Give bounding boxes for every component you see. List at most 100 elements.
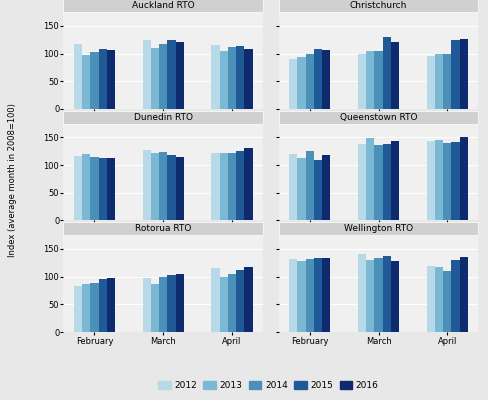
Bar <box>435 140 443 220</box>
FancyBboxPatch shape <box>279 0 478 12</box>
Bar <box>167 155 176 220</box>
Text: Queenstown RTO: Queenstown RTO <box>340 113 417 122</box>
Bar <box>220 51 228 109</box>
Bar <box>244 267 253 332</box>
Bar <box>142 40 151 109</box>
Bar <box>314 258 322 332</box>
Bar <box>151 153 159 220</box>
Bar <box>460 38 468 109</box>
Bar <box>314 49 322 109</box>
FancyBboxPatch shape <box>63 0 263 12</box>
Bar <box>451 142 460 220</box>
Text: Dunedin RTO: Dunedin RTO <box>134 113 193 122</box>
FancyBboxPatch shape <box>63 111 263 124</box>
Bar <box>74 44 82 109</box>
Bar <box>383 37 391 109</box>
Bar <box>167 40 176 109</box>
Bar <box>220 276 228 332</box>
Bar <box>211 45 220 109</box>
Bar <box>74 156 82 220</box>
Bar <box>82 284 90 332</box>
Bar <box>358 254 366 332</box>
Bar <box>228 47 236 109</box>
Bar <box>99 49 107 109</box>
Bar <box>435 267 443 332</box>
Bar <box>391 261 399 332</box>
FancyBboxPatch shape <box>63 222 263 235</box>
Bar <box>82 55 90 109</box>
Bar <box>159 152 167 220</box>
Bar <box>90 283 99 332</box>
Bar <box>305 54 314 109</box>
Bar <box>74 286 82 332</box>
Text: Christchurch: Christchurch <box>350 1 407 10</box>
Bar <box>236 46 244 109</box>
Bar <box>107 158 115 220</box>
Text: Wellington RTO: Wellington RTO <box>344 224 413 233</box>
Bar <box>211 268 220 332</box>
Bar <box>211 153 220 220</box>
Bar <box>289 59 297 109</box>
Bar <box>167 275 176 332</box>
Bar <box>228 274 236 332</box>
Bar <box>383 144 391 220</box>
Bar <box>289 154 297 220</box>
Bar <box>451 260 460 332</box>
Bar <box>391 42 399 109</box>
Bar <box>435 54 443 109</box>
FancyBboxPatch shape <box>279 222 478 235</box>
Bar <box>322 50 330 109</box>
Bar <box>220 153 228 220</box>
Bar <box>90 52 99 109</box>
Bar <box>244 148 253 220</box>
Bar <box>383 256 391 332</box>
Bar <box>427 56 435 109</box>
Bar <box>322 155 330 220</box>
Bar <box>374 258 383 332</box>
Bar <box>366 138 374 220</box>
Bar <box>322 258 330 332</box>
Bar <box>391 141 399 220</box>
Bar <box>374 51 383 109</box>
Bar <box>176 42 184 109</box>
Bar <box>176 157 184 220</box>
Bar <box>99 158 107 220</box>
Bar <box>107 50 115 109</box>
Bar <box>460 257 468 332</box>
Bar <box>366 260 374 332</box>
Bar <box>443 54 451 109</box>
Bar <box>236 151 244 220</box>
Bar <box>305 151 314 220</box>
Text: Auckland RTO: Auckland RTO <box>132 1 194 10</box>
Bar <box>443 271 451 332</box>
Bar <box>374 144 383 220</box>
Bar <box>289 259 297 332</box>
Bar <box>142 150 151 220</box>
Bar <box>151 284 159 332</box>
Bar <box>305 259 314 332</box>
Bar <box>451 40 460 109</box>
Bar <box>107 278 115 332</box>
Bar <box>236 270 244 332</box>
Bar <box>427 141 435 220</box>
Bar <box>159 44 167 109</box>
Bar <box>427 266 435 332</box>
Bar <box>99 279 107 332</box>
Bar <box>176 274 184 332</box>
Bar <box>297 57 305 109</box>
Bar <box>142 278 151 332</box>
Bar <box>366 51 374 109</box>
Bar <box>297 158 305 220</box>
Bar <box>460 137 468 220</box>
Bar <box>159 276 167 332</box>
Bar <box>228 153 236 220</box>
Text: Index (average month in 2008=100): Index (average month in 2008=100) <box>8 103 17 257</box>
Bar <box>358 54 366 109</box>
Bar <box>443 143 451 220</box>
Bar <box>297 261 305 332</box>
Bar <box>90 157 99 220</box>
Bar <box>151 48 159 109</box>
Bar <box>82 154 90 220</box>
FancyBboxPatch shape <box>279 111 478 124</box>
Bar <box>244 49 253 109</box>
